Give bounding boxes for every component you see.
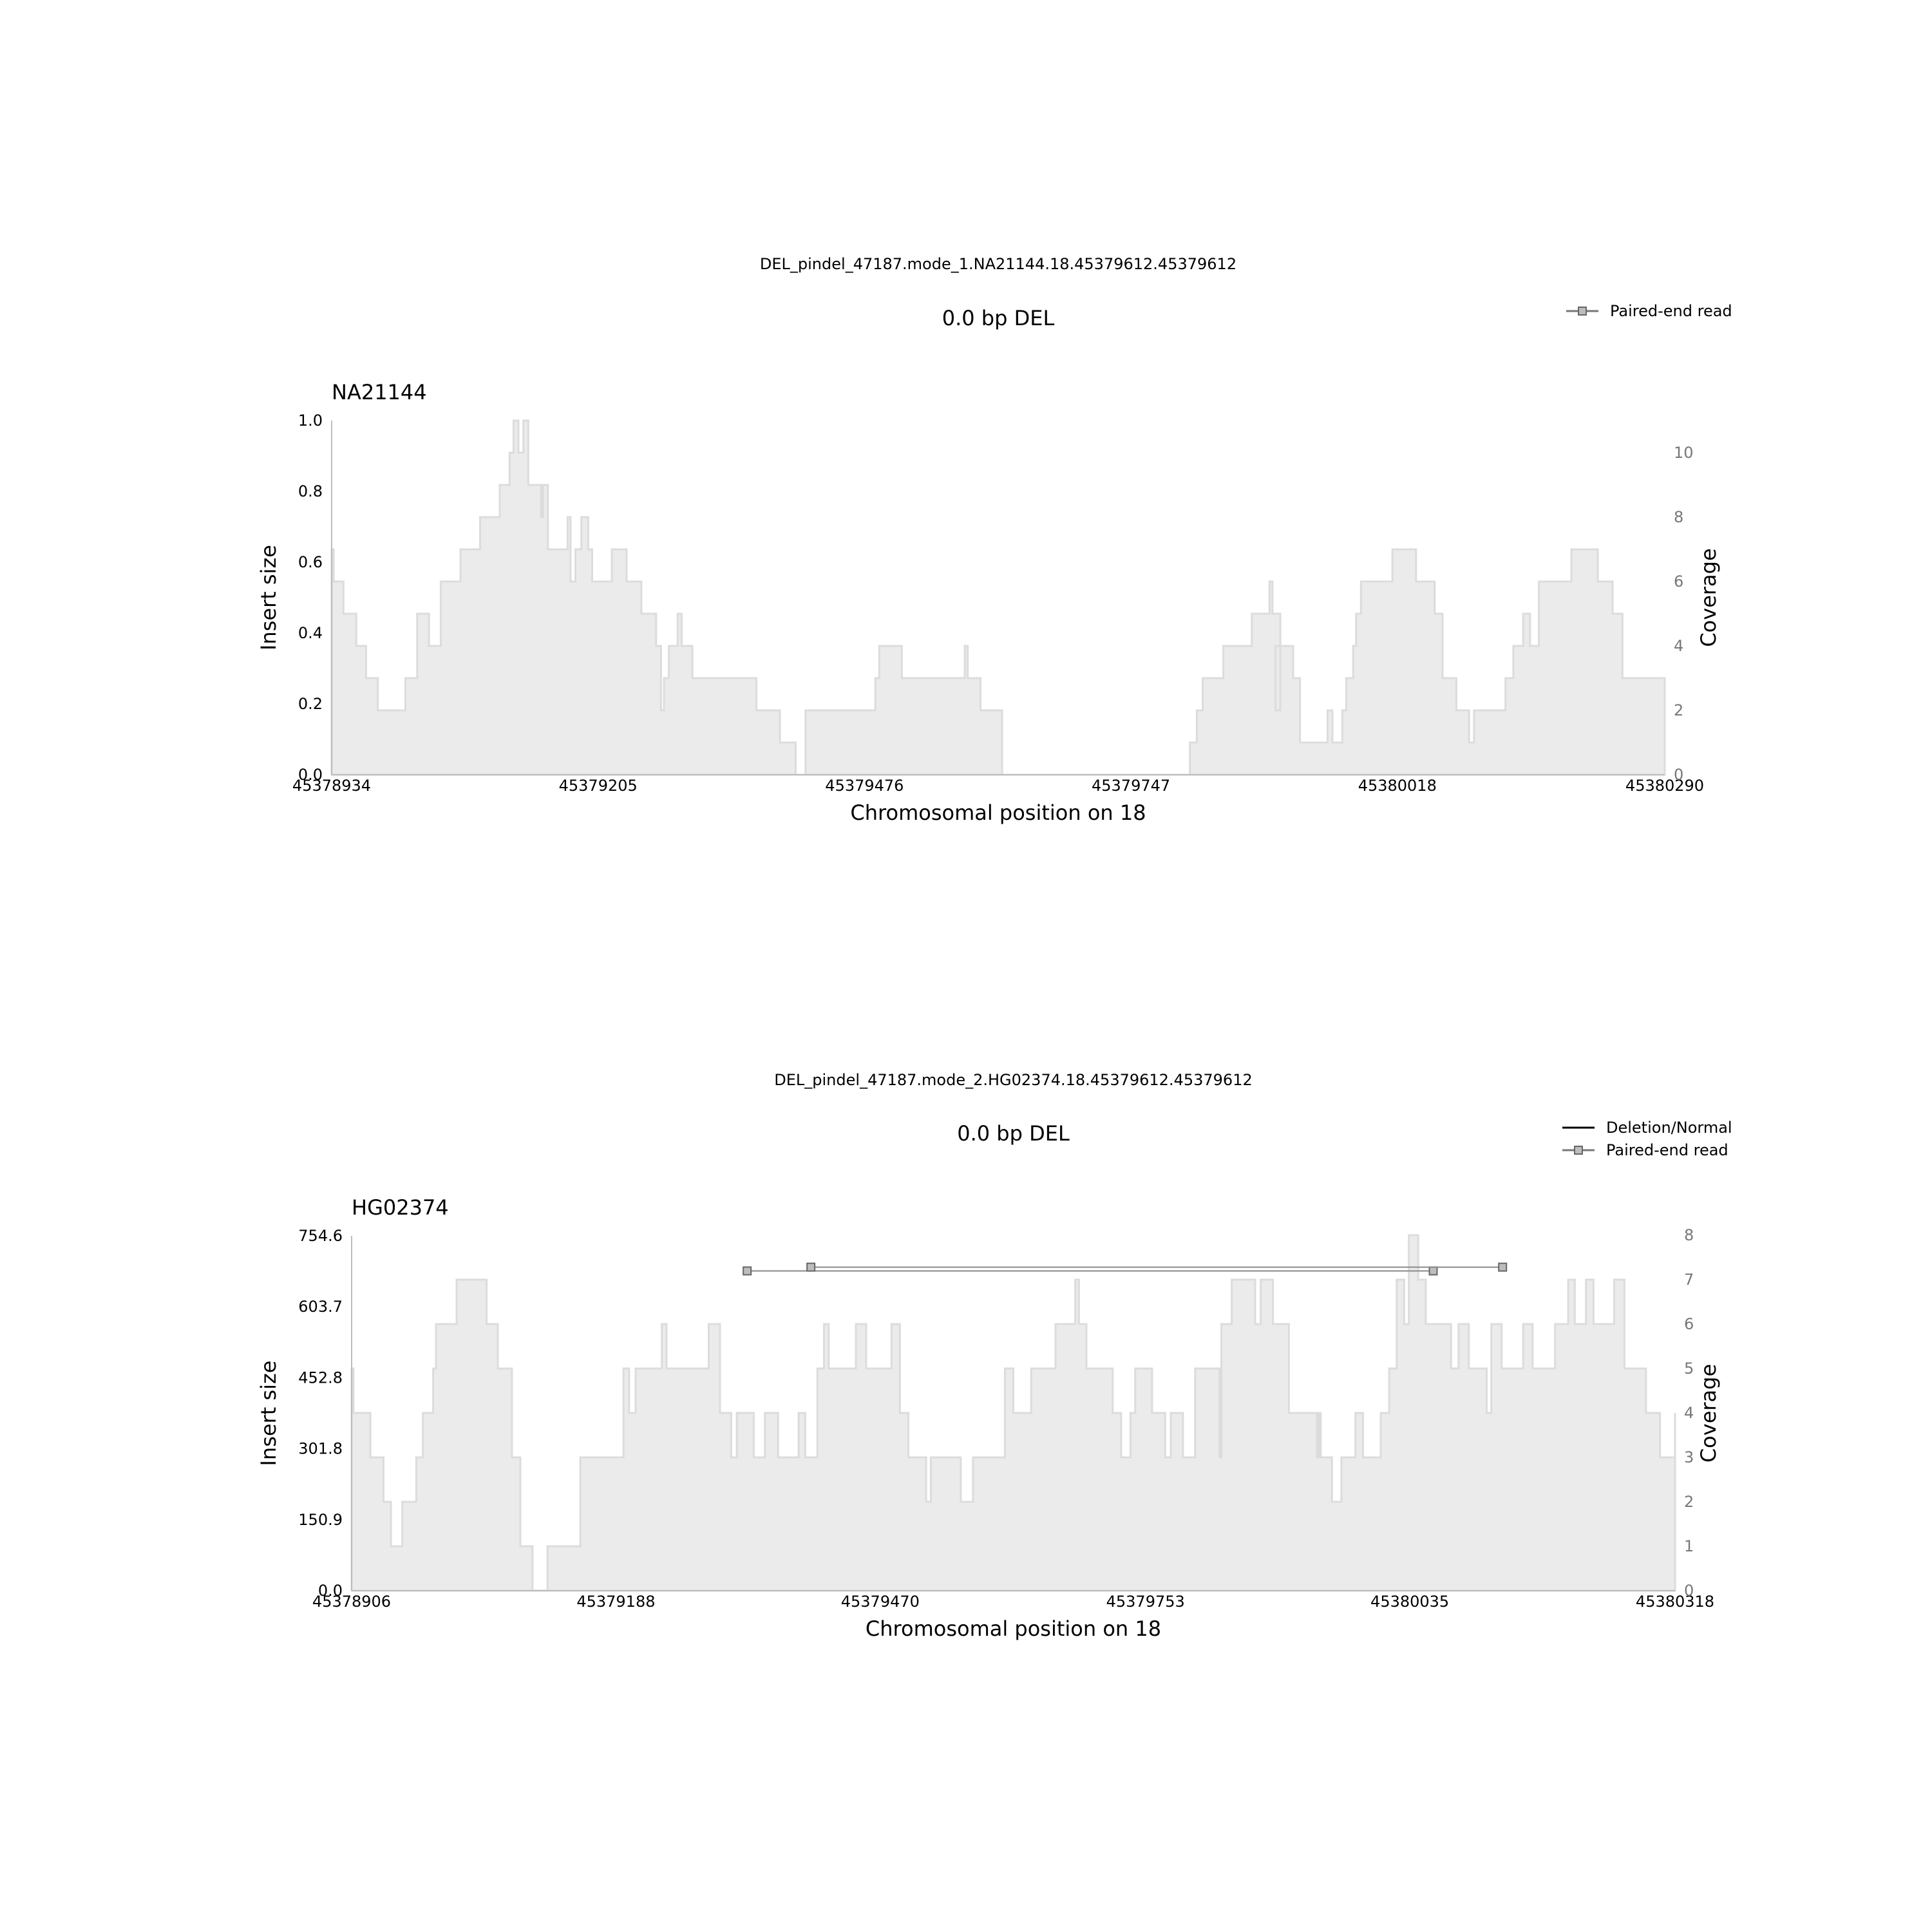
read-end-marker <box>806 1262 816 1272</box>
coverage-tick-label: 0 <box>1684 1582 1694 1600</box>
paired-end-read <box>806 1262 1508 1272</box>
coverage-tick-label: 10 <box>1674 444 1694 462</box>
y-tick-label: 754.6 <box>298 1227 343 1245</box>
legend-item: Paired-end read <box>1562 1141 1728 1159</box>
chart-title: 0.0 bp DEL <box>957 1121 1070 1146</box>
x-tick-label: 45380035 <box>1370 1593 1449 1611</box>
coverage-tick-label: 4 <box>1674 637 1683 655</box>
read-end-marker <box>1428 1266 1438 1276</box>
x-axis-label: Chromosomal position on 18 <box>866 1616 1161 1641</box>
y-tick-label: 301.8 <box>298 1440 343 1458</box>
coverage-tick-label: 0 <box>1674 766 1683 784</box>
coverage-tick-label: 6 <box>1674 573 1683 591</box>
chart-suptitle: DEL_pindel_47187.mode_1.NA21144.18.45379… <box>760 255 1236 273</box>
y-tick-label: 0.6 <box>298 553 323 571</box>
x-tick-label: 45378934 <box>292 777 371 795</box>
read-end-marker <box>743 1266 752 1276</box>
legend-item: Paired-end read <box>1566 302 1732 320</box>
coverage-tick-label: 7 <box>1684 1271 1694 1289</box>
y-tick-label: 603.7 <box>298 1298 343 1316</box>
y-tick-label: 150.9 <box>298 1511 343 1529</box>
legend-item: Deletion/Normal <box>1562 1119 1732 1137</box>
coverage-axis-label: Coverage <box>1696 548 1721 647</box>
y-tick-label: 0.4 <box>298 624 323 642</box>
x-axis-label: Chromosomal position on 18 <box>850 800 1146 825</box>
chart-suptitle: DEL_pindel_47187.mode_2.HG02374.18.45379… <box>774 1071 1252 1089</box>
legend-label: Deletion/Normal <box>1606 1119 1732 1137</box>
coverage-tick-label: 6 <box>1684 1315 1694 1333</box>
coverage-tick-label: 8 <box>1684 1226 1694 1244</box>
y-axis-label: Insert size <box>256 1361 281 1466</box>
coverage-tick-label: 2 <box>1684 1493 1694 1511</box>
x-tick-label: 45379753 <box>1106 1593 1185 1611</box>
chart-title: 0.0 bp DEL <box>942 306 1055 330</box>
x-tick-label: 45379188 <box>576 1593 655 1611</box>
paired-end-read <box>743 1266 1438 1276</box>
coverage-tick-label: 5 <box>1684 1359 1694 1378</box>
coverage-area <box>330 419 1666 776</box>
coverage-area <box>350 1234 1676 1592</box>
y-tick-label: 0.0 <box>298 766 323 784</box>
legend-read-marker-icon <box>1574 1146 1583 1155</box>
chart-panel-1: DEL_pindel_47187.mode_1.NA21144.18.45379… <box>256 255 1732 825</box>
y-tick-label: 0.0 <box>318 1582 343 1600</box>
x-tick-label: 45380318 <box>1636 1593 1714 1611</box>
x-tick-label: 45379205 <box>559 777 638 795</box>
legend: Paired-end read <box>1566 302 1732 320</box>
chart-panels: DEL_pindel_47187.mode_1.NA21144.18.45379… <box>256 255 1732 1641</box>
y-axis-label: Insert size <box>256 545 281 650</box>
x-tick-label: 45379476 <box>825 777 904 795</box>
x-tick-label: 45380018 <box>1358 777 1437 795</box>
coverage-tick-label: 3 <box>1684 1448 1694 1466</box>
coverage-tick-label: 4 <box>1684 1404 1694 1422</box>
coverage-tick-label: 2 <box>1674 701 1683 719</box>
x-tick-label: 45379747 <box>1092 777 1170 795</box>
legend: Deletion/Normal Paired-end read <box>1562 1119 1732 1159</box>
chart-panel-2: DEL_pindel_47187.mode_2.HG02374.18.45379… <box>256 1071 1732 1641</box>
y-tick-label: 0.2 <box>298 695 323 713</box>
sample-label: NA21144 <box>332 380 427 404</box>
y-tick-label: 0.8 <box>298 482 323 500</box>
x-tick-label: 45379470 <box>841 1593 920 1611</box>
y-tick-label: 452.8 <box>298 1368 343 1387</box>
coverage-axis-label: Coverage <box>1696 1364 1721 1463</box>
x-tick-label: 45380290 <box>1625 777 1704 795</box>
legend-label: Paired-end read <box>1610 302 1732 320</box>
y-tick-label: 1.0 <box>298 412 323 430</box>
read-end-marker <box>1498 1262 1508 1272</box>
x-tick-label: 45378906 <box>312 1593 391 1611</box>
coverage-tick-label: 8 <box>1674 508 1683 526</box>
coverage-tick-label: 1 <box>1684 1537 1694 1555</box>
legend-label: Paired-end read <box>1606 1141 1728 1159</box>
sample-label: HG02374 <box>352 1195 449 1220</box>
legend-read-marker-icon <box>1578 307 1587 316</box>
